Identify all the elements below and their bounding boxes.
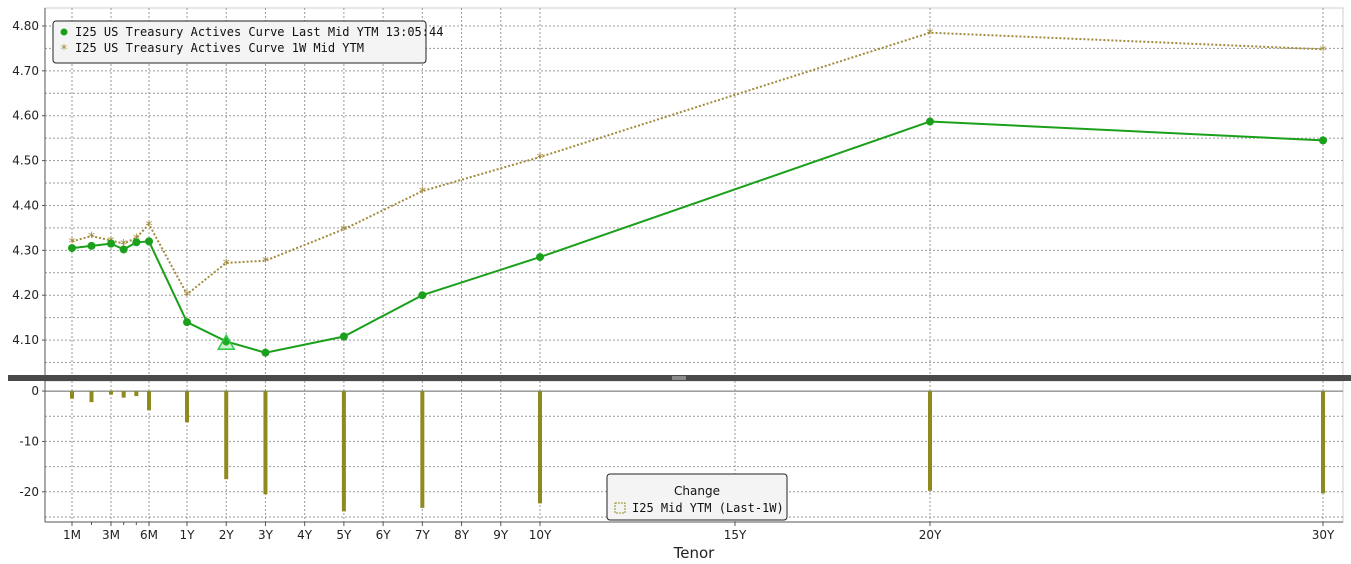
x-tick-label: 8Y [454,528,470,542]
circle-marker [926,117,934,126]
star-marker: * [88,230,95,246]
change-bar [109,391,113,395]
star-marker: * [223,257,230,273]
top-y-tick-label: 4.80 [12,19,39,33]
circle-marker [145,237,153,246]
panel-divider-handle[interactable] [672,376,686,380]
x-tick-label: 9Y [493,528,509,542]
legend-circle-icon [60,28,68,36]
bottom-y-tick-label: 0 [31,384,39,398]
x-tick-label: 5Y [336,528,352,542]
bottom-legend-title: Change [674,484,720,498]
x-tick-label: 30Y [1312,528,1335,542]
series-markers: ************** [68,27,1327,357]
x-tick-label: 3M [102,528,120,542]
star-marker: * [537,151,544,167]
change-bar [134,391,139,397]
circle-marker [418,291,427,300]
x-tick-label: 20Y [919,528,942,542]
x-tick-label: 6Y [376,528,392,542]
change-bar [263,391,268,495]
x-tick-label: 1Y [180,528,196,542]
x-tick-label: 6M [140,528,158,542]
bottom-y-tick-label: -20 [19,485,39,499]
change-bar [538,391,542,504]
change-bar [420,391,425,508]
circle-marker [132,238,141,247]
x-tick-label: 2Y [219,528,235,542]
top-y-tick-label: 4.20 [12,288,39,302]
x-tick-label: 3Y [258,528,274,542]
change-bar [341,391,346,512]
x-tick-label: 1M [63,528,81,542]
legend-label-1w: I25 US Treasury Actives Curve 1W Mid YTM [75,41,364,55]
top-y-tick-label: 4.40 [12,198,39,212]
bottom-y-tick-label: -10 [19,434,39,448]
series-line-1w [71,31,1324,296]
bottom-legend[interactable]: Change I25 Mid YTM (Last-1W) [606,473,788,521]
bottom-y-axis: 0 -10 -20 [19,381,46,522]
star-marker: * [262,255,269,271]
star-marker: * [927,27,934,43]
legend-star-icon: * [61,43,68,58]
change-bars [70,391,1325,512]
top-y-tick-label: 4.30 [12,243,39,257]
top-y-tick-label: 4.60 [12,109,39,123]
top-y-tick-label: 4.50 [12,154,39,168]
circle-marker [536,253,544,262]
change-bar [89,391,94,403]
change-bar [70,391,74,399]
change-bar [1321,391,1325,494]
circle-marker [119,245,128,254]
top-y-tick-label: 4.10 [12,333,39,347]
change-bar [224,391,229,480]
legend-label-last: I25 US Treasury Actives Curve Last Mid Y… [75,25,443,39]
top-y-tick-label: 4.70 [12,64,39,78]
circle-marker [87,241,96,250]
circle-marker [339,332,348,341]
legend-bar-swatch-icon [614,502,626,514]
change-bar [121,391,126,398]
circle-marker [107,239,115,248]
top-legend-box [52,20,427,64]
star-marker: * [69,235,76,251]
top-y-axis: 4.10 4.20 4.30 4.40 4.50 4.60 4.70 4.80 [12,8,46,376]
circle-marker [1319,136,1327,145]
star-marker: * [184,288,191,304]
x-grid [71,8,1324,522]
top-grid [45,25,1343,364]
x-tick-label: 7Y [415,528,431,542]
x-axis: 1M 3M 6M 1Y 2Y 3Y 4Y 5Y 6Y 7Y 8Y 9Y 10Y 15Y 20Y 30Y [63,522,1335,542]
change-bar [185,391,189,423]
star-marker: * [146,218,153,234]
top-legend[interactable]: I25 US Treasury Actives Curve Last Mid Y… [52,20,443,64]
bottom-legend-box [606,473,788,521]
change-bar [147,391,151,411]
top-plot-area [44,7,1344,377]
x-tick-label: 10Y [529,528,552,542]
circle-marker [68,244,76,253]
star-marker: * [340,223,347,239]
star-marker: * [1320,43,1327,59]
x-tick-label: 15Y [724,528,747,542]
x-axis-title: Tenor [673,544,716,562]
circle-marker [261,348,270,357]
x-tick-label: 4Y [297,528,313,542]
change-bar [928,391,932,491]
circle-marker [183,318,191,327]
star-marker: * [419,185,426,201]
bottom-legend-label: I25 Mid YTM (Last-1W) [632,501,784,515]
triangle-marker [216,333,236,350]
